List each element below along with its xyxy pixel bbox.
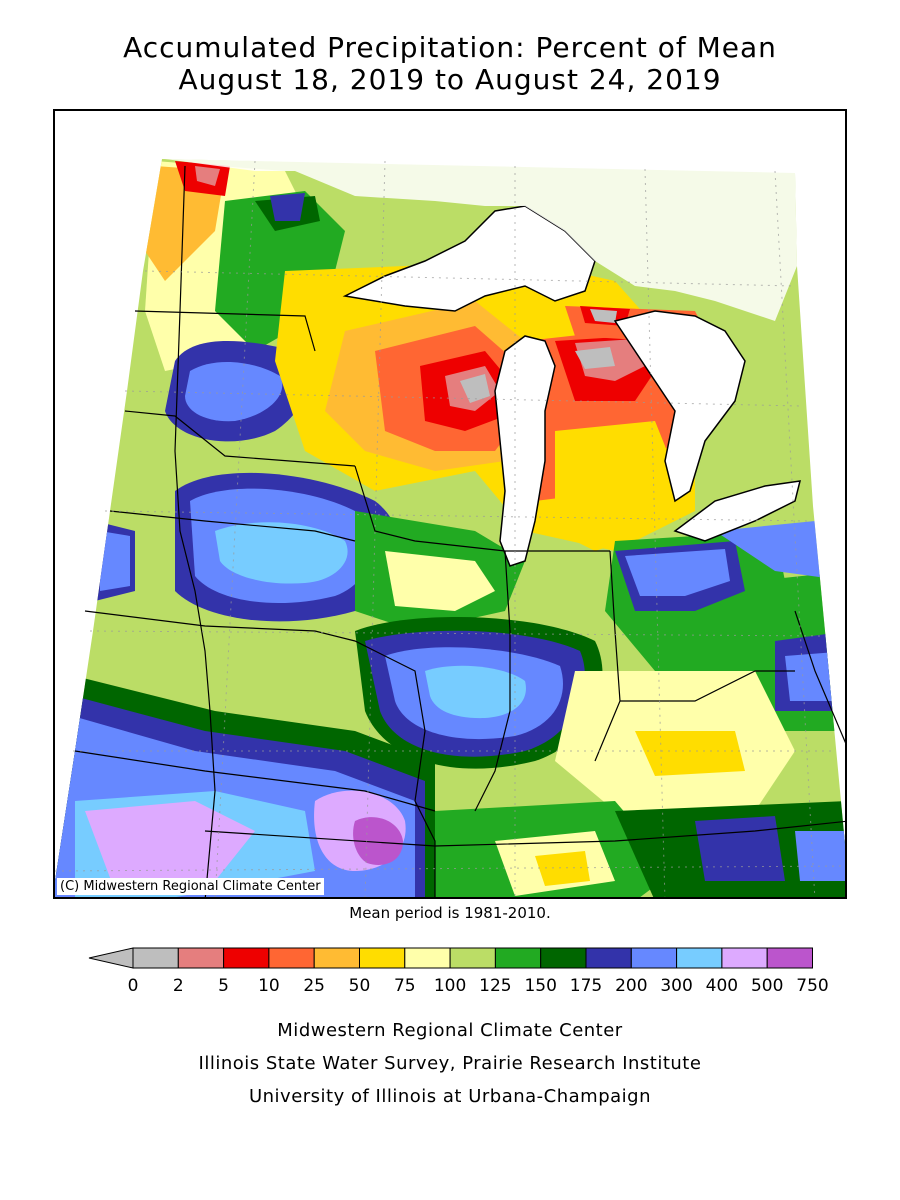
lake-erie <box>673 480 801 542</box>
legend-swatch <box>313 947 360 969</box>
credit-line-1: Midwestern Regional Climate Center <box>277 1020 623 1041</box>
legend-tick-label: 5 <box>218 976 230 996</box>
legend-swatch <box>132 947 179 969</box>
canada-region <box>165 159 797 321</box>
legend-tick-label: 200 <box>615 976 648 996</box>
map-title: Accumulated Precipitation: Percent of Me… <box>123 31 777 64</box>
legend-swatch <box>449 947 496 969</box>
legend-tick-label: 2 <box>172 976 184 996</box>
legend-swatch <box>585 947 632 969</box>
legend-tick-label: 10 <box>258 976 280 996</box>
legend-tick-label: 150 <box>524 976 557 996</box>
legend-tick-label: 125 <box>479 976 512 996</box>
legend-swatch <box>540 947 587 969</box>
legend-tick-label: 75 <box>393 976 416 996</box>
legend-swatch <box>223 947 270 969</box>
legend-tick-label: 500 <box>750 976 784 996</box>
credit-line-3: University of Illinois at Urbana-Champai… <box>248 1086 652 1107</box>
legend-swatch <box>268 947 315 969</box>
legend-tick-label: 0 <box>127 976 139 996</box>
precipitation-map <box>55 159 845 897</box>
legend-swatch <box>721 947 768 969</box>
legend-swatch <box>404 947 451 969</box>
legend-swatch <box>630 947 678 969</box>
map-frame: (C) Midwestern Regional Climate Center <box>53 109 847 899</box>
lake-michigan <box>494 335 556 567</box>
legend-arrow-below-min <box>88 947 134 969</box>
legend-swatch <box>766 947 814 969</box>
legend-tick-label: 25 <box>303 976 326 996</box>
mean-period-note: Mean period is 1981-2010. <box>349 904 551 922</box>
legend-tick-label: 400 <box>705 976 739 996</box>
copyright-label: (C) Midwestern Regional Climate Center <box>57 878 324 895</box>
legend-swatch <box>177 947 225 969</box>
legend-tick-label: 50 <box>348 976 371 996</box>
legend-tick-label: 750 <box>796 976 829 996</box>
legend-tick-label: 175 <box>569 976 603 996</box>
legend-tick-label: 100 <box>433 976 467 996</box>
lake-huron <box>613 310 746 503</box>
legend-swatch <box>494 947 542 969</box>
legend-tick-label: 300 <box>660 976 693 996</box>
color-legend <box>88 947 814 969</box>
credit-line-2: Illinois State Water Survey, Prairie Res… <box>198 1053 702 1074</box>
legend-swatch <box>359 947 406 969</box>
map-date-range: August 18, 2019 to August 24, 2019 <box>178 63 722 96</box>
legend-swatch <box>676 947 723 969</box>
